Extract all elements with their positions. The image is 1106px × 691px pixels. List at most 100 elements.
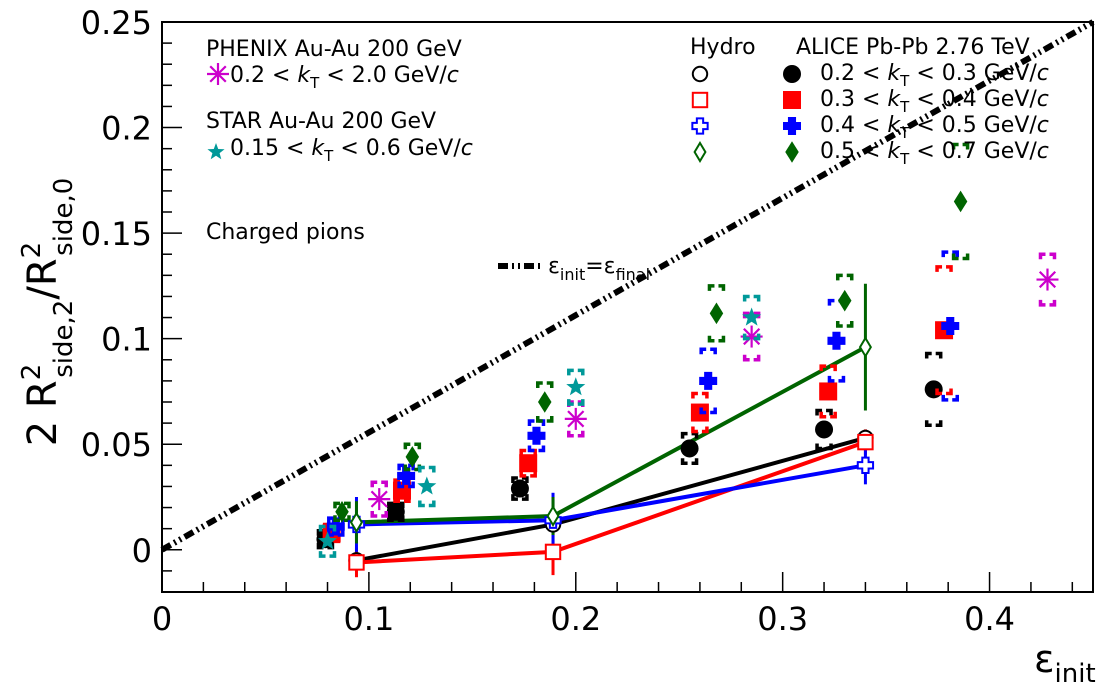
- star-point: [566, 377, 586, 396]
- alice-point: [335, 500, 349, 523]
- y-axis-title: 2 R2side,2/R2side,0: [17, 178, 79, 447]
- x-axis-title: εinit: [1034, 637, 1096, 689]
- phenix-point: [564, 407, 587, 430]
- systematic-bracket: [691, 391, 709, 434]
- phenix-point: [1036, 268, 1059, 291]
- alice-legend-diamond-icon: [785, 141, 799, 163]
- y-tick-label: 0: [132, 532, 152, 570]
- systematic-bracket: [699, 347, 717, 415]
- plot-frame: [161, 21, 1094, 593]
- systematic-bracket: [333, 501, 351, 522]
- hydro-point: [349, 511, 364, 534]
- systematic-bracket: [680, 431, 699, 465]
- hydro-title: Hydro: [690, 35, 756, 60]
- star-point: [417, 476, 437, 495]
- hydro-point: [858, 336, 872, 359]
- alice-point: [680, 439, 699, 458]
- y-tick-label: 0.15: [81, 215, 152, 253]
- legend-reference-label: εinit=εfinal: [548, 254, 650, 284]
- systematic-bracket: [511, 476, 529, 501]
- systematic-bracket: [387, 501, 405, 522]
- reference-line: [160, 19, 1095, 553]
- annotation-charged-pions: Charged pions: [206, 220, 365, 245]
- alice-point: [837, 289, 852, 312]
- systematic-bracket: [318, 524, 337, 558]
- systematic-bracket: [742, 294, 761, 341]
- alice-point: [510, 479, 529, 498]
- star-point: [318, 531, 338, 550]
- star-title: STAR Au-Au 200 GeV: [206, 109, 436, 134]
- axes-text: 0 0.1 0.2 0.3 0.4 0 0.05 0.1 0.15 0.2 0.25: [81, 4, 1015, 638]
- plot-border: [161, 21, 1094, 593]
- alice-point: [537, 391, 552, 413]
- alice-point: [924, 380, 943, 399]
- asterisk-stroke: [370, 490, 388, 508]
- hydro-legend-open-square-icon: [691, 91, 709, 109]
- star-point: [742, 307, 762, 326]
- y-tick-label: 0.05: [81, 426, 152, 464]
- x-tick-label: 0.4: [964, 600, 1015, 638]
- systematic-bracket: [819, 364, 837, 419]
- systematic-bracket: [527, 419, 546, 453]
- alice-point: [386, 502, 405, 521]
- asterisk-stroke: [743, 327, 761, 346]
- legend-phenix-marker: [207, 63, 229, 85]
- x-tick-label: 0.2: [550, 600, 601, 638]
- systematic-bracket: [567, 368, 585, 406]
- systematic-bracket: [1038, 252, 1057, 307]
- alice-point: [953, 190, 968, 213]
- systematic-bracket: [742, 311, 761, 362]
- legend-alice-label-1: 0.2 < kT < 0.3 GeV/c: [820, 61, 1049, 90]
- alice-legend-square-icon: [783, 91, 801, 109]
- systematic-bracket: [535, 381, 554, 423]
- x-tick-label: 0.3: [757, 600, 808, 638]
- phenix-title: PHENIX Au-Au 200 GeV: [206, 37, 462, 62]
- systematic-bracket: [403, 442, 422, 472]
- hydro-legend-open-circle-icon: [691, 65, 709, 83]
- systematic-bracket: [370, 480, 388, 518]
- alice-point: [405, 446, 420, 468]
- systematic-bracket: [935, 265, 953, 396]
- hydro-point: [544, 543, 562, 561]
- legend-alice-label-4: 0.5 < kT < 0.7 GeV/c: [820, 139, 1049, 168]
- hydro-point: [546, 505, 560, 527]
- alice-point: [819, 382, 838, 401]
- alice-point: [941, 317, 960, 336]
- alice-point: [827, 331, 846, 350]
- y-tick-label: 0.25: [81, 4, 152, 42]
- hydro-legend-open-diamond-icon: [693, 141, 707, 163]
- alice-legend-circle-icon: [783, 65, 801, 83]
- systematic-bracket: [815, 408, 833, 451]
- reference-line-group: [160, 19, 1095, 553]
- systematic-bracket: [519, 448, 537, 478]
- data-layer: [316, 142, 1059, 571]
- legend-alice-label-3: 0.4 < kT < 0.5 GeV/c: [820, 113, 1049, 142]
- systematic-bracket: [951, 142, 970, 261]
- alice-point: [815, 420, 834, 439]
- hydro-point: [857, 433, 874, 451]
- phenix-point: [368, 488, 391, 511]
- alice-legend-cross-icon: [783, 117, 801, 135]
- alice-point: [519, 454, 538, 473]
- alice-point: [709, 302, 724, 325]
- legend-alice-markers: [783, 65, 801, 163]
- star-icon: [207, 143, 225, 160]
- legend-alice-label-2: 0.3 < kT < 0.4 GeV/c: [820, 87, 1049, 116]
- legend-hydro-markers: [691, 65, 709, 163]
- alice-point: [699, 371, 718, 390]
- alice-title: ALICE Pb-Pb 2.76 TeV: [796, 35, 1030, 60]
- y-tick-label: 0.1: [101, 321, 152, 359]
- asterisk-stroke: [209, 65, 227, 83]
- legend: PHENIX Au-Au 200 GeV 0.2 < kT < 2.0 GeV/…: [206, 35, 1049, 284]
- systematic-bracket: [941, 250, 959, 402]
- legend-star-marker: [207, 143, 225, 160]
- legend-star-label: 0.15 < kT < 0.6 GeV/c: [230, 136, 473, 165]
- systematic-bracket: [418, 465, 436, 508]
- x-tick-label: 0: [152, 600, 172, 638]
- systematic-bracket: [707, 284, 726, 343]
- legend-phenix-label: 0.2 < kT < 2.0 GeV/c: [230, 63, 459, 92]
- alice-point: [397, 466, 416, 485]
- systematic-bracket: [924, 351, 943, 427]
- x-tick-label: 0.1: [343, 600, 394, 638]
